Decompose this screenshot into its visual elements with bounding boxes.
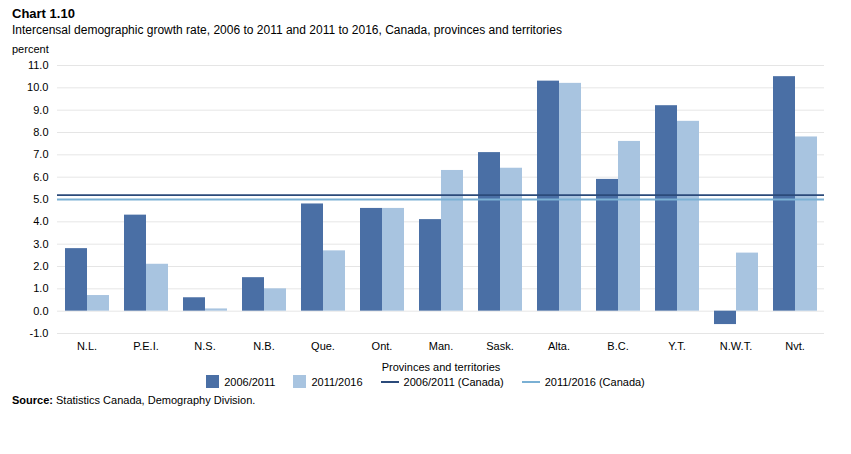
html-text:2011/2016: 2011/2016 [311,375,363,388]
svg-text:N.S.: N.S. [194,340,215,352]
html-text:Source: Statistics Canada, Dem: Source: Statistics Canada, Demography Di… [12,394,256,406]
svg-text:4.0: 4.0 [33,215,48,227]
svg-text:6.0: 6.0 [33,171,48,183]
svg-text:Ont.: Ont. [372,340,393,352]
html-text:Intercensal demographic growth: Intercensal demographic growth rate, 200… [12,23,562,37]
svg-text:5.0: 5.0 [33,193,48,205]
svg-text:Sask.: Sask. [486,340,514,352]
svg-text:0.0: 0.0 [33,305,48,317]
svg-text:2.0: 2.0 [33,260,48,272]
html-text:2011/2016 (Canada): 2011/2016 (Canada) [544,375,645,388]
svg-text:Y.T.: Y.T. [668,340,686,352]
svg-text:11.0: 11.0 [28,59,49,71]
svg-text:Nvt.: Nvt. [785,340,805,352]
html-text:Chart 1.10: Chart 1.10 [12,6,75,21]
svg-text:P.E.I.: P.E.I. [133,340,158,352]
svg-text:Alta.: Alta. [548,340,570,352]
html-text:2006/2011: 2006/2011 [224,375,276,388]
svg-text:-1.0: -1.0 [30,327,49,339]
html-text:2006/2011 (Canada): 2006/2011 (Canada) [403,375,504,388]
svg-text:1.0: 1.0 [33,282,48,294]
svg-text:B.C.: B.C. [607,340,628,352]
svg-text:N.L.: N.L. [77,340,97,352]
svg-text:Que.: Que. [311,340,335,352]
svg-text:N.W.T.: N.W.T. [720,340,752,352]
svg-text:3.0: 3.0 [33,238,48,250]
svg-text:Provinces and territories: Provinces and territories [382,361,501,373]
svg-text:N.B.: N.B. [253,340,274,352]
svg-text:10.0: 10.0 [27,81,48,93]
svg-text:Man.: Man. [429,340,453,352]
svg-text:8.0: 8.0 [33,126,48,138]
html-text:percent: percent [12,43,49,55]
svg-text:7.0: 7.0 [33,148,48,160]
svg-text:9.0: 9.0 [33,104,48,116]
